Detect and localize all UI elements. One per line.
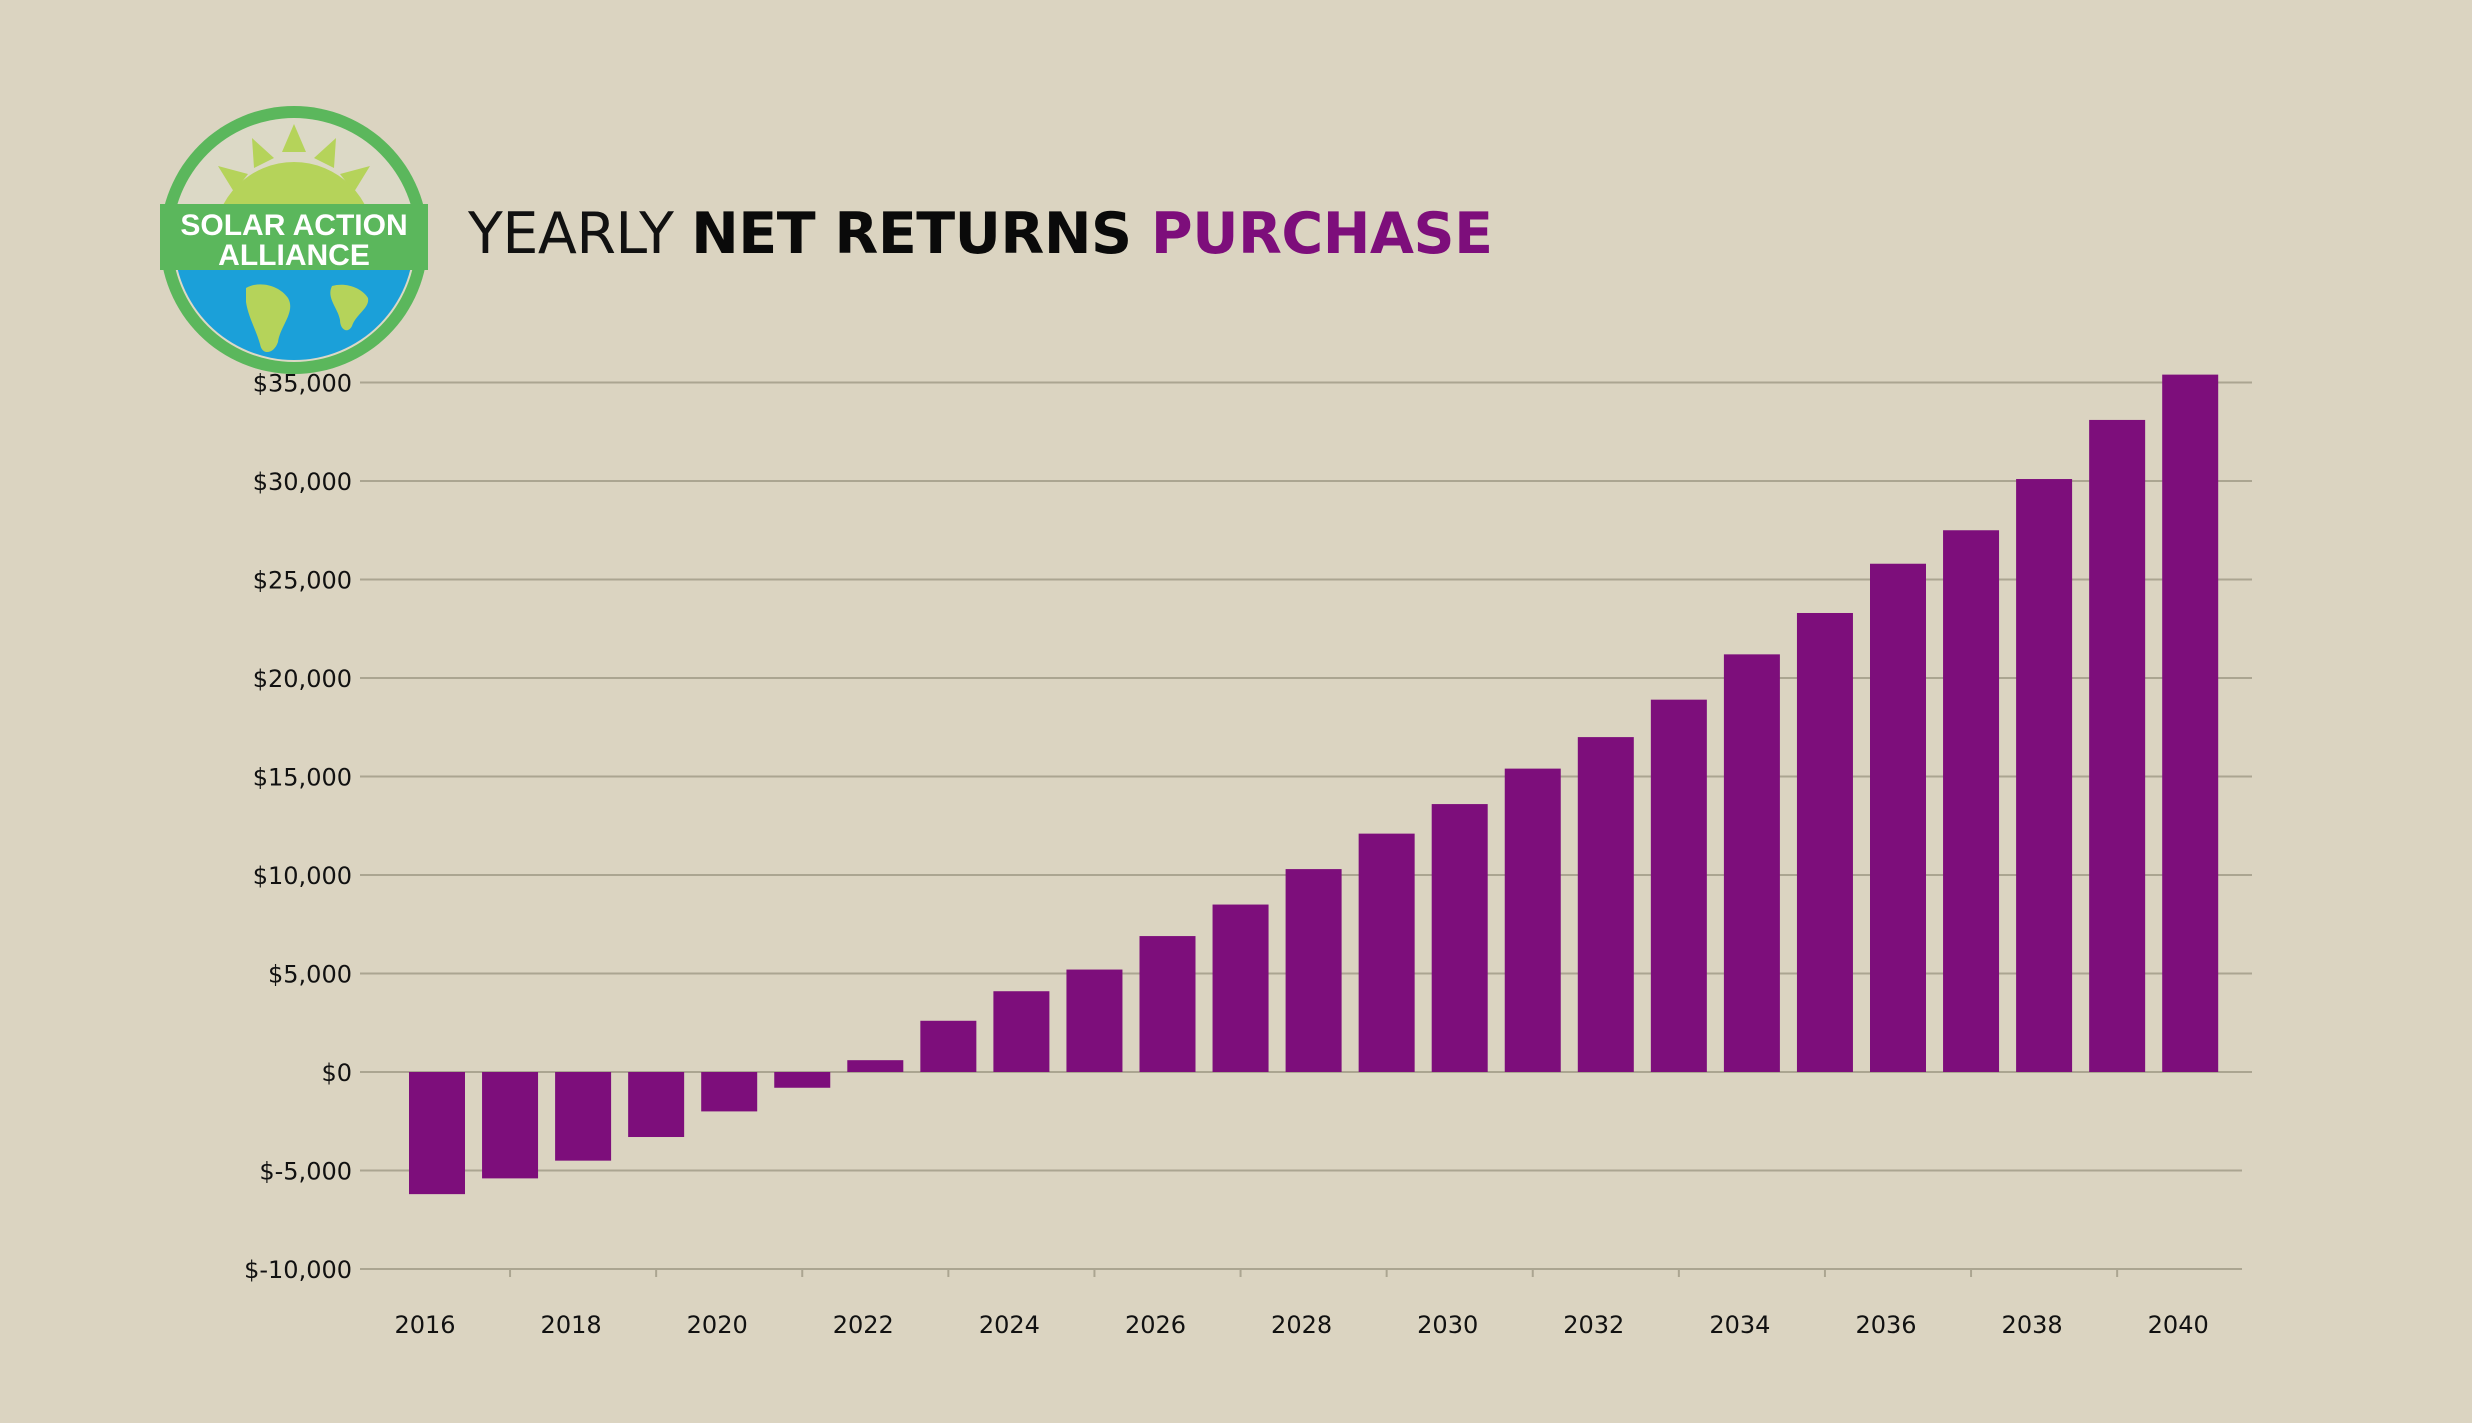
bar-2040 [2162, 374, 2219, 1072]
x-tick-label: 2018 [541, 1311, 602, 1339]
y-tick-label: $-5,000 [259, 1158, 352, 1186]
x-tick-label: 2026 [1125, 1311, 1186, 1339]
bar-2019 [628, 1072, 685, 1138]
logo-text-line1: SOLAR ACTION [180, 209, 407, 242]
title-part-net-returns: NET RETURNS [691, 201, 1151, 267]
x-tick-label: 2040 [2148, 1311, 2209, 1339]
bar-2038 [2016, 479, 2073, 1072]
y-tick-label: $35,000 [253, 370, 352, 398]
x-tick-label: 2022 [833, 1311, 894, 1339]
chart-title: YEARLY NET RETURNS PURCHASE [468, 196, 1493, 272]
y-tick-label: $15,000 [253, 764, 352, 792]
bar-2024 [993, 991, 1050, 1072]
y-tick-label: $20,000 [253, 665, 352, 693]
x-tick-label: 2030 [1417, 1311, 1478, 1339]
logo-text-line2: ALLIANCE [218, 239, 370, 272]
bar-2022 [847, 1060, 904, 1072]
bar-2021 [774, 1072, 831, 1088]
title-part-yearly: YEARLY [468, 201, 692, 267]
x-tick-label: 2034 [1709, 1311, 1770, 1339]
bar-2035 [1796, 612, 1853, 1072]
bar-2030 [1431, 804, 1488, 1072]
x-tick-label: 2024 [979, 1311, 1040, 1339]
bar-2031 [1504, 768, 1561, 1072]
bar-2032 [1577, 737, 1634, 1072]
y-tick-label: $30,000 [253, 468, 352, 496]
bar-2039 [2089, 419, 2146, 1072]
bar-2036 [1870, 563, 1926, 1072]
bar-2033 [1650, 699, 1707, 1072]
title-part-purchase: PURCHASE [1150, 201, 1493, 267]
x-tick-label: 2038 [2002, 1311, 2063, 1339]
bar-2029 [1358, 833, 1415, 1072]
x-tick-label: 2020 [687, 1311, 748, 1339]
y-tick-label: $25,000 [253, 567, 352, 595]
solar-action-alliance-logo: SOLAR ACTION ALLIANCE [160, 106, 428, 374]
x-tick-label: 2016 [394, 1311, 455, 1339]
bar-2034 [1723, 654, 1780, 1072]
bar-2018 [555, 1072, 612, 1161]
y-tick-label: $10,000 [253, 862, 352, 890]
bar-2023 [920, 1020, 977, 1072]
y-tick-label: $0 [321, 1059, 352, 1087]
bar-2016 [409, 1072, 465, 1195]
x-tick-label: 2036 [1855, 1311, 1916, 1339]
bar-2028 [1285, 869, 1342, 1072]
y-tick-label: $-10,000 [244, 1256, 352, 1284]
bar-2025 [1066, 969, 1123, 1072]
x-tick-label: 2028 [1271, 1311, 1332, 1339]
bar-2017 [482, 1072, 539, 1179]
bar-2020 [701, 1072, 758, 1112]
bar-2026 [1139, 936, 1196, 1072]
bar-2037 [1943, 530, 2000, 1072]
bar-2027 [1212, 904, 1269, 1072]
x-tick-label: 2032 [1563, 1311, 1624, 1339]
y-tick-label: $5,000 [268, 961, 352, 989]
